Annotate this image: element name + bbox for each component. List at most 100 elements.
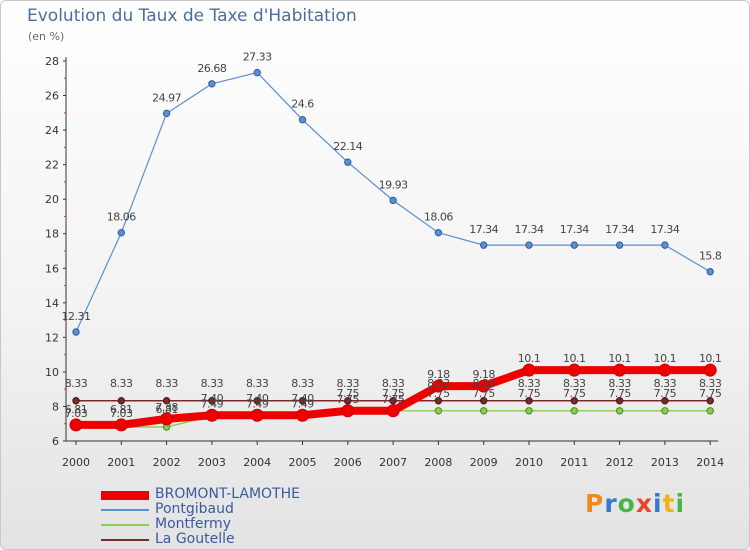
legend-item-montfermy[interactable]: Montfermy: [101, 517, 301, 532]
y-tick-label: 20: [45, 193, 59, 206]
x-tick-label: 2007: [379, 456, 407, 469]
legend-item-pontgibaud[interactable]: Pontgibaud: [101, 502, 301, 517]
logo-letter: r: [604, 489, 618, 518]
legend-label-montfermy: Montfermy: [155, 516, 231, 532]
data-point-bromont-lamothe: [250, 408, 264, 422]
data-point-montfermy: [434, 407, 443, 415]
data-label-montfermy: 6.81: [110, 403, 133, 416]
data-label-montfermy: 7.40: [291, 392, 314, 405]
data-point-pontgibaud: [480, 241, 488, 249]
y-tick-label: 28: [45, 55, 59, 68]
x-tick-label: 2001: [107, 456, 135, 469]
x-tick-label: 2006: [334, 456, 362, 469]
data-label-montfermy: 7.75: [563, 387, 586, 400]
data-point-la-goutelle: [615, 397, 624, 405]
legend-item-la-goutelle[interactable]: La Goutelle: [101, 532, 301, 547]
data-label-montfermy: 7.75: [382, 387, 405, 400]
data-label-la-goutelle: 8.33: [155, 377, 178, 390]
legend-swatch-pontgibaud: [101, 509, 149, 511]
data-point-pontgibaud: [706, 268, 714, 276]
data-point-pontgibaud: [344, 158, 352, 166]
data-point-montfermy: [706, 407, 714, 415]
proxiti-logo[interactable]: Proxiti: [585, 489, 685, 518]
data-point-bromont-lamothe: [341, 404, 355, 418]
y-tick-label: 16: [45, 262, 59, 275]
data-label-pontgibaud: 22.14: [333, 140, 362, 153]
data-point-pontgibaud: [253, 68, 261, 77]
data-label-bromont-lamothe: 10.1: [699, 352, 722, 365]
data-point-pontgibaud: [570, 241, 578, 249]
data-point-la-goutelle: [389, 397, 397, 405]
y-tick-label: 22: [45, 159, 59, 172]
data-point-montfermy: [661, 407, 669, 415]
data-point-montfermy: [570, 407, 578, 415]
data-point-la-goutelle: [480, 397, 488, 405]
data-label-pontgibaud: 24.6: [291, 98, 314, 111]
data-label-montfermy: 6.81: [65, 403, 88, 416]
data-label-montfermy: 7.40: [201, 392, 224, 405]
data-point-bromont-lamothe: [69, 418, 83, 432]
data-label-pontgibaud: 27.33: [243, 51, 272, 64]
x-tick-label: 2013: [651, 456, 679, 469]
x-tick-label: 2003: [198, 456, 226, 469]
data-label-bromont-lamothe: 7.38: [155, 401, 178, 414]
data-point-la-goutelle: [253, 397, 261, 405]
data-label-pontgibaud: 19.93: [379, 178, 408, 191]
data-label-pontgibaud: 24.97: [152, 91, 181, 104]
x-tick-label: 2012: [606, 456, 634, 469]
data-point-bromont-lamothe: [522, 363, 536, 377]
data-point-montfermy: [525, 407, 533, 415]
data-point-pontgibaud: [661, 241, 669, 249]
data-label-bromont-lamothe: 7.49: [291, 397, 314, 410]
data-label-bromont-lamothe: 10.1: [654, 352, 677, 365]
data-label-la-goutelle: 8.33: [654, 377, 677, 390]
y-tick-label: 6: [52, 435, 59, 448]
x-tick-label: 2008: [424, 456, 452, 469]
data-point-la-goutelle: [72, 397, 80, 405]
data-label-la-goutelle: 8.33: [201, 377, 224, 390]
legend-label-pontgibaud: Pontgibaud: [155, 501, 234, 517]
data-point-montfermy: [480, 407, 488, 415]
logo-letter: i: [675, 489, 686, 518]
data-label-bromont-lamothe: 9.18: [427, 368, 450, 381]
data-label-bromont-lamothe: 7.49: [201, 397, 224, 410]
data-label-bromont-lamothe: 7.75: [337, 393, 360, 406]
x-tick-label: 2000: [62, 456, 90, 469]
data-label-la-goutelle: 8.33: [699, 377, 722, 390]
data-label-pontgibaud: 26.68: [197, 62, 226, 75]
data-point-bromont-lamothe: [114, 418, 128, 432]
y-tick-label: 8: [52, 400, 59, 413]
data-point-bromont-lamothe: [477, 379, 491, 393]
logo-letter: t: [662, 489, 676, 518]
data-point-la-goutelle: [570, 397, 578, 405]
data-point-bromont-lamothe: [205, 408, 219, 422]
data-label-montfermy: 7.75: [654, 387, 677, 400]
data-label-montfermy: 7.40: [246, 392, 269, 405]
logo-letter: o: [617, 489, 636, 518]
data-point-la-goutelle: [344, 397, 352, 405]
data-label-bromont-lamothe: 7.49: [246, 397, 269, 410]
data-label-montfermy: 7.75: [699, 387, 722, 400]
data-point-montfermy: [615, 407, 624, 415]
data-label-montfermy: 7.75: [472, 387, 495, 400]
data-label-la-goutelle: 8.33: [246, 377, 269, 390]
data-point-bromont-lamothe: [658, 363, 672, 377]
y-tick-label: 26: [45, 90, 59, 103]
logo-letter: x: [635, 489, 653, 518]
legend-swatch-bromont-lamothe: [101, 491, 149, 500]
data-point-pontgibaud: [298, 116, 307, 124]
data-point-bromont-lamothe: [567, 363, 581, 377]
data-point-la-goutelle: [117, 397, 126, 405]
data-label-montfermy: 7.75: [337, 387, 360, 400]
data-point-bromont-lamothe: [296, 408, 309, 422]
y-tick-label: 14: [45, 297, 59, 310]
chart-subtitle: (en %): [28, 30, 65, 43]
data-point-bromont-lamothe: [386, 404, 400, 418]
data-point-pontgibaud: [162, 109, 171, 118]
data-label-la-goutelle: 8.33: [608, 377, 631, 390]
legend-item-bromont-lamothe[interactable]: BROMONT-LAMOTHE: [101, 487, 301, 502]
x-tick-label: 2002: [153, 456, 181, 469]
data-point-bromont-lamothe: [160, 412, 174, 426]
data-label-la-goutelle: 8.33: [291, 377, 314, 390]
